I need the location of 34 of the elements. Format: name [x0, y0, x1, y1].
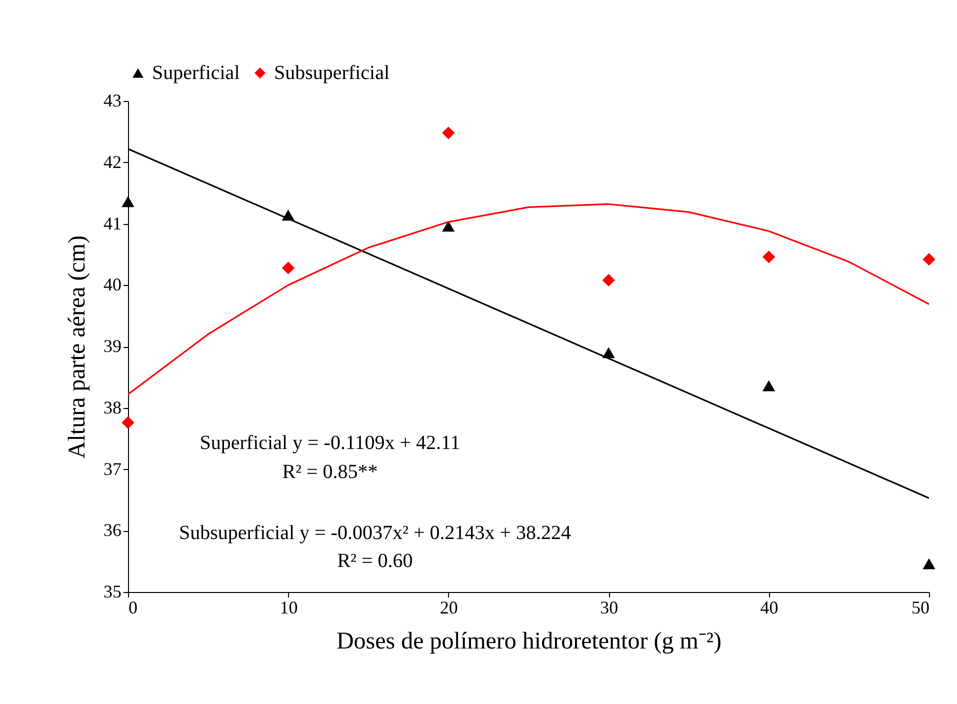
point — [122, 416, 134, 429]
y-axis-title: Altura parte aérea (cm) — [64, 235, 90, 459]
y-tick-label: 40 — [104, 274, 122, 295]
point — [442, 126, 455, 140]
legend-label: Subsuperficial — [274, 62, 390, 84]
x-axis-title: Doses de polímero hidroretentor (g m⁻²) — [336, 628, 722, 654]
annotation: Subsuperficial y = -0.0037x² + 0.2143x + 38.224 — [178, 522, 572, 544]
point — [922, 253, 936, 266]
x-tick-label: 30 — [600, 598, 618, 618]
y-tick-label: 37 — [104, 458, 122, 479]
point — [442, 220, 455, 232]
y-tick-label: 38 — [104, 397, 122, 418]
point — [602, 274, 615, 287]
x-tick-label: 20 — [440, 598, 458, 618]
line-series — [128, 203, 929, 396]
y-tick-label: 35 — [104, 582, 122, 602]
legend-label: Superficial — [152, 62, 240, 84]
point — [762, 250, 776, 264]
x-tick-label: 50 — [912, 598, 930, 618]
y-tick-label: 41 — [104, 213, 122, 234]
annotation: R² = 0.60 — [337, 550, 413, 572]
y-tick-label: 43 — [104, 90, 122, 110]
x-tick-label: 40 — [760, 598, 778, 618]
annotation: Superficial y = -0.1109x + 42.11 — [200, 432, 460, 454]
y-tick-label: 42 — [104, 152, 122, 172]
point — [122, 196, 134, 208]
point — [762, 380, 776, 392]
point — [922, 558, 936, 570]
point — [282, 262, 295, 274]
annotation: R² = 0.85** — [282, 461, 378, 483]
y-tick-label: 39 — [104, 336, 122, 356]
x-tick-label: 10 — [280, 598, 298, 618]
y-tick-label: 36 — [104, 520, 122, 540]
x-tick-label: 0 — [128, 598, 138, 618]
